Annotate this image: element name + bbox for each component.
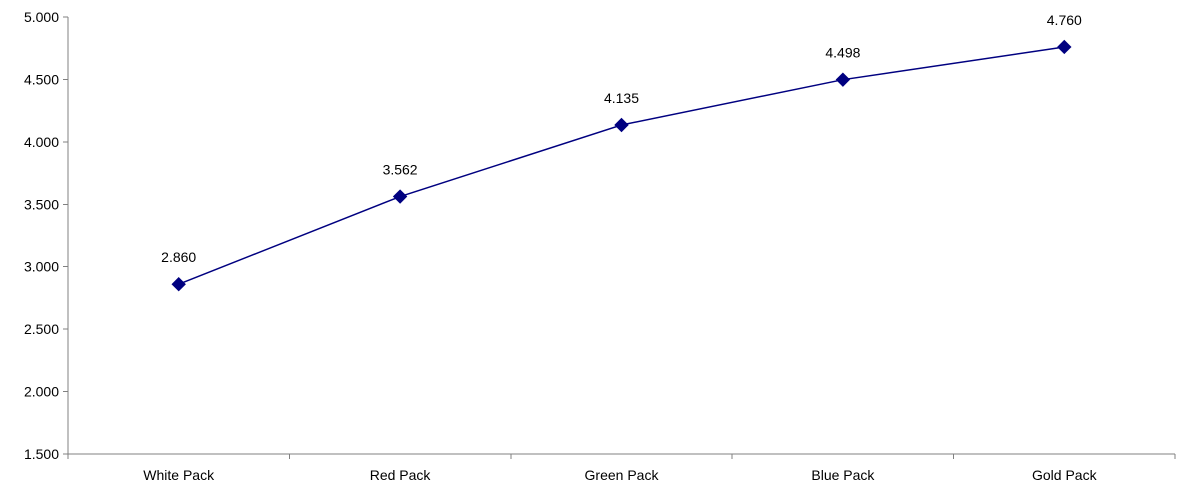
y-tick-label: 2.000 — [24, 384, 59, 400]
y-tick-label: 4.000 — [24, 134, 59, 150]
x-tick-label: Green Pack — [585, 467, 660, 483]
y-tick-label: 3.000 — [24, 259, 59, 275]
y-axis: 1.500 2.000 2.500 3.000 3.500 4.000 4.500 5.000 — [24, 9, 69, 462]
series-layer — [171, 39, 1072, 292]
y-tick-label: 5.000 — [24, 9, 59, 25]
data-point-marker — [614, 117, 629, 133]
data-label: 4.760 — [1047, 12, 1082, 28]
data-label: 4.135 — [604, 90, 639, 106]
data-label-layer: 2.860 3.562 4.135 4.498 4.760 — [161, 12, 1082, 265]
x-tick-label: Gold Pack — [1032, 467, 1098, 483]
data-point-marker — [171, 276, 186, 292]
data-label: 2.860 — [161, 249, 196, 265]
data-label: 3.562 — [383, 162, 418, 178]
x-tick-label: White Pack — [143, 467, 215, 483]
data-point-marker — [835, 72, 851, 87]
y-tick-label: 3.500 — [24, 196, 59, 212]
data-label: 4.498 — [825, 45, 860, 61]
x-axis: White Pack Red Pack Green Pack Blue Pack Gol… — [67, 453, 1176, 483]
y-tick-label: 1.500 — [24, 446, 59, 462]
data-point-marker — [392, 189, 408, 204]
series-line — [178, 46, 1065, 285]
y-tick-label: 4.500 — [24, 71, 59, 87]
x-tick-label: Blue Pack — [811, 467, 875, 483]
data-point-marker — [1057, 39, 1072, 55]
y-tick-label: 2.500 — [24, 321, 59, 337]
x-tick-label: Red Pack — [370, 467, 432, 483]
